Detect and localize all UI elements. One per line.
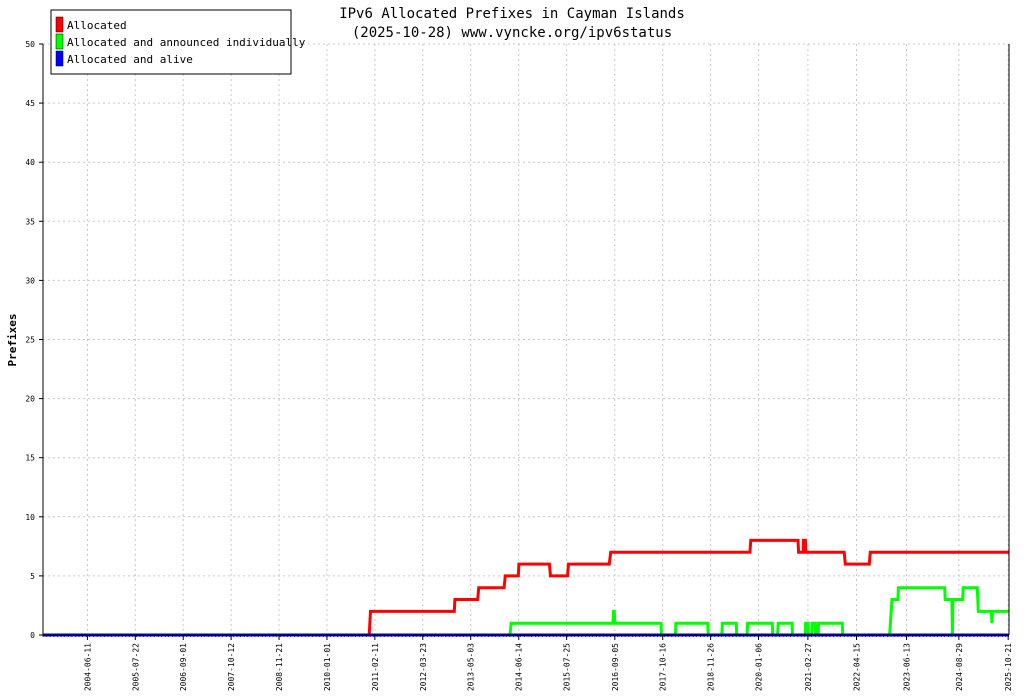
x-tick-label: 2018-11-26	[707, 643, 716, 691]
x-tick-label: 2012-03-23	[419, 643, 428, 691]
x-tick-label: 2007-10-12	[227, 643, 236, 691]
x-tick-label: 2013-05-03	[467, 643, 476, 691]
y-tick-label: 20	[25, 395, 35, 404]
y-tick-label: 5	[30, 572, 35, 581]
legend-swatch-announced	[55, 33, 64, 50]
x-tick-label: 2008-11-21	[275, 643, 284, 691]
x-tick-label: 2014-06-14	[515, 643, 524, 691]
legend-label-allocated: Allocated	[67, 19, 127, 32]
y-tick-label: 0	[30, 631, 35, 640]
x-tick-label: 2024-08-29	[955, 643, 964, 691]
x-tick-label: 2015-07-25	[563, 643, 572, 691]
x-tick-label: 2022-04-15	[853, 643, 862, 691]
x-tick-label: 2011-02-11	[371, 643, 380, 691]
y-axis-title: Prefixes	[6, 314, 19, 367]
x-tick-label: 2023-06-13	[903, 643, 912, 691]
x-tick-label: 2006-09-01	[179, 643, 188, 691]
tick-labels: 0 5 10 15 20 25 30 35 40 45 50 2004-06-11 2005-07-22…	[25, 40, 1013, 691]
x-tick-label: 2021-02-27	[804, 643, 813, 691]
x-tick-label: 2010-01-01	[323, 643, 332, 691]
y-tick-label: 15	[25, 454, 35, 463]
x-tick-label: 2020-01-06	[755, 643, 764, 691]
series-line-0	[43, 538, 1009, 637]
y-tick-label: 30	[25, 276, 35, 285]
y-tick-label: 10	[25, 513, 35, 522]
y-tick-label: 40	[25, 158, 35, 167]
legend-label-announced: Allocated and announced individually	[67, 36, 306, 49]
axes	[39, 43, 1010, 640]
x-tick-label: 2025-10-21	[1004, 643, 1013, 691]
legend-box	[50, 9, 292, 75]
legend: Allocated Allocated and announced indivi…	[50, 9, 306, 75]
y-tick-label: 45	[25, 99, 35, 108]
y-tick-label: 35	[25, 217, 35, 226]
chart-subtitle: (2025-10-28) www.vyncke.org/ipv6status	[352, 25, 672, 41]
x-tick-label: 2017-10-16	[659, 643, 668, 691]
legend-swatch-allocated	[55, 16, 64, 33]
y-tick-label: 25	[25, 336, 35, 345]
y-tick-label: 50	[25, 40, 35, 49]
x-tick-label: 2016-09-05	[611, 643, 620, 691]
legend-swatch-alive	[55, 50, 64, 67]
x-tick-label: 2005-07-22	[131, 643, 140, 691]
chart-title: IPv6 Allocated Prefixes in Cayman Island…	[339, 6, 685, 22]
legend-label-alive: Allocated and alive	[67, 53, 193, 66]
grid	[43, 43, 1009, 635]
x-tick-label: 2004-06-11	[83, 643, 92, 691]
